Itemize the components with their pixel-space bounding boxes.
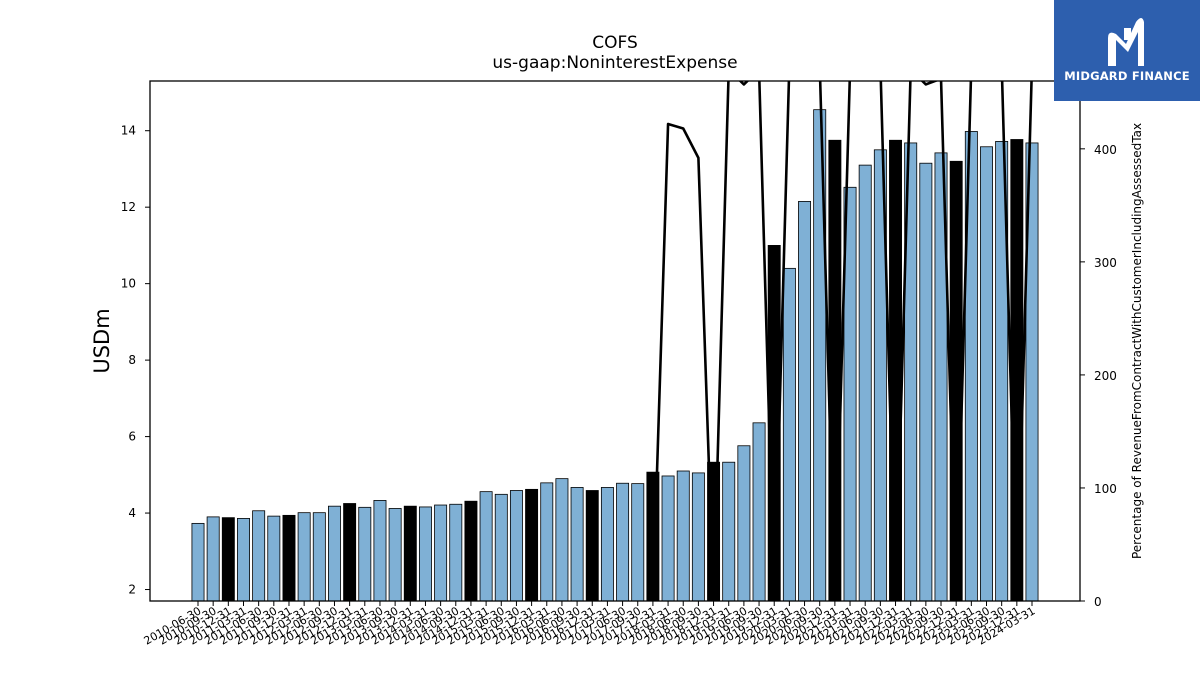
bar [949,160,963,602]
chart-title: COFS [592,33,638,53]
bar [328,505,341,602]
bar [388,508,402,602]
bar [237,518,250,602]
bar [509,490,523,602]
bar [312,512,326,602]
bar [434,504,448,602]
y-right-tick-label: 300 [1094,256,1117,270]
y-right-tick-label: 0 [1094,595,1102,609]
line-series [651,81,1033,601]
percentage-line [651,81,1033,601]
bar [464,500,478,602]
bar [798,201,812,602]
y-axis-left: 2 4 6 8 10 12 14 [121,124,150,597]
bar [782,267,796,602]
bar [267,515,281,602]
bar [297,512,311,602]
bar [494,493,508,602]
brand-name: MIDGARD FINANCE [1064,69,1190,83]
bar [358,506,372,602]
bar [403,505,417,602]
bar [889,139,902,602]
y-right-tick-label: 200 [1094,369,1117,383]
brand-logo: MIDGARD FINANCE [1054,0,1200,101]
bar-series [191,109,1039,602]
bar [191,522,205,602]
y-axis-right: 0 100 200 300 400 [1080,143,1117,609]
bar [919,162,933,602]
bar [479,491,493,602]
bar [206,516,220,602]
bar [858,164,872,602]
bar [282,514,296,602]
bar [600,487,614,602]
bar [737,445,751,602]
bar [418,506,432,602]
y-left-tick-label: 8 [128,353,136,367]
y-axis-left-label: USDm [90,308,114,373]
bar [752,422,766,602]
bar [691,472,705,602]
y-right-tick-label: 400 [1094,143,1117,157]
y-right-tick-label: 100 [1094,482,1117,496]
bar [525,488,539,602]
bar [373,500,387,602]
bar [221,517,235,602]
y-left-tick-label: 10 [121,277,136,291]
x-axis: 2010-06-302010-09-302010-12-312011-03-31… [142,601,1038,648]
midgard-m-logo-icon [1108,18,1144,66]
bar [661,475,675,602]
bar [343,503,357,602]
y-axis-right-label: Percentage of RevenueFromContractWithCus… [1130,123,1144,559]
bar [676,470,690,602]
bar [555,478,569,602]
bar [540,482,554,602]
y-left-tick-label: 2 [128,583,136,597]
bar [631,483,645,602]
bar [616,482,630,602]
bar [449,503,463,602]
y-left-tick-label: 6 [128,430,136,444]
y-left-tick-label: 14 [121,124,136,138]
y-left-tick-label: 4 [128,506,136,520]
plot-frame [149,80,1081,602]
bar [252,510,266,602]
bar [980,146,993,602]
bar [1010,139,1024,602]
bar [828,139,842,602]
y-left-tick-label: 12 [121,200,136,214]
bar [570,487,584,602]
bar [722,461,736,602]
chart-subtitle: us-gaap:NoninterestExpense [492,53,737,73]
bar [585,490,599,602]
